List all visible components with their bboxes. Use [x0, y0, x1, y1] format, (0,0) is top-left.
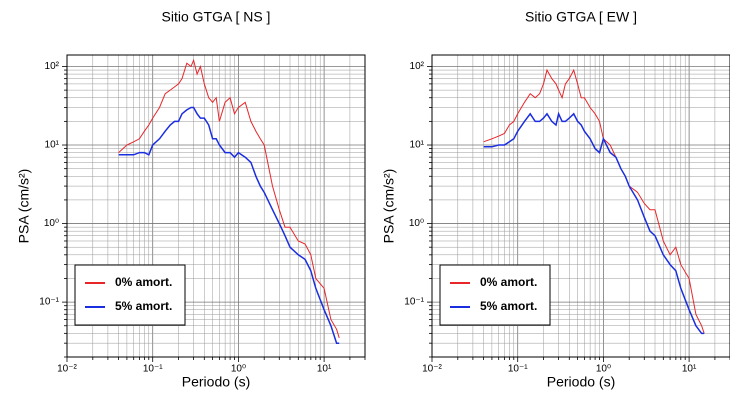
chart-title: Sitio GTGA [ EW ] [525, 9, 637, 25]
series-line [118, 106, 340, 344]
x-tick-label: 10⁻² [57, 364, 77, 375]
y-tick-label: 10⁰ [409, 218, 424, 229]
series-line [483, 111, 705, 335]
series-line [483, 68, 705, 334]
x-tick-label: 10⁻¹ [508, 364, 528, 375]
x-tick-label: 10⁻¹ [143, 364, 163, 375]
x-axis-label: Periodo (s) [547, 374, 615, 390]
y-tick-label: 10² [45, 61, 60, 72]
y-tick-label: 10¹ [45, 140, 60, 151]
plot-frame [431, 54, 730, 358]
legend-label: 0% amort. [115, 275, 172, 289]
series-line [118, 58, 340, 339]
x-tick-label: 10¹ [317, 364, 332, 375]
y-axis-label: PSA (cm/s²) [16, 169, 32, 244]
legend-label: 5% amort. [115, 299, 172, 313]
y-axis-label: PSA (cm/s²) [381, 169, 397, 244]
plot-frame [66, 54, 366, 358]
chart-title: Sitio GTGA [ NS ] [162, 9, 271, 25]
y-tick-label: 10⁰ [44, 218, 59, 229]
y-tick-label: 10⁻¹ [404, 297, 424, 308]
x-tick-label: 10⁰ [596, 364, 611, 375]
x-tick-label: 10⁻² [422, 364, 442, 375]
legend-label: 0% amort. [480, 275, 537, 289]
y-tick-label: 10¹ [410, 140, 425, 151]
legend-box [74, 264, 186, 326]
y-tick-label: 10² [410, 61, 425, 72]
y-tick-label: 10⁻¹ [39, 297, 59, 308]
x-tick-label: 10⁰ [231, 364, 246, 375]
x-axis-label: Periodo (s) [182, 374, 250, 390]
legend-box [439, 264, 551, 326]
x-tick-label: 10¹ [682, 364, 697, 375]
legend-label: 5% amort. [480, 299, 537, 313]
